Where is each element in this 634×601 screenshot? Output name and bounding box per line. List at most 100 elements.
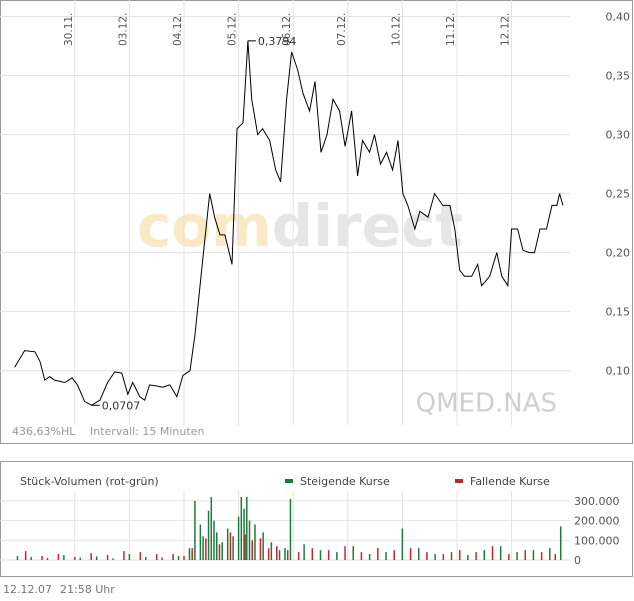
volume-bar	[262, 532, 264, 560]
volume-bar	[418, 548, 420, 560]
volume-bar	[207, 510, 210, 560]
volume-bar	[221, 542, 223, 560]
logo-part: direct	[272, 192, 463, 260]
volume-bar	[508, 554, 510, 560]
legend-swatch	[455, 479, 463, 483]
volume-bar	[549, 548, 551, 560]
volume-bar	[30, 557, 32, 560]
y-tick-label: 0,10	[606, 365, 631, 378]
footer-date: 12.12.07	[3, 583, 52, 596]
volume-bar	[276, 546, 278, 560]
volume-bar	[246, 496, 248, 560]
volume-bar	[46, 558, 49, 560]
volume-bar	[112, 558, 114, 560]
x-tick-label: 11.12.	[445, 13, 457, 46]
x-tick-label: 03.12.	[117, 13, 129, 46]
volume-bar	[90, 553, 92, 560]
volume-bar	[458, 550, 461, 560]
volume-panel	[0, 461, 633, 577]
volume-bar	[79, 557, 82, 560]
volume-bar	[524, 550, 526, 560]
y-tick-label: 0,30	[606, 129, 631, 142]
annotation-label: 0,0707	[102, 399, 141, 412]
price-panel	[0, 0, 633, 444]
x-tick-label: 30.11.	[63, 13, 75, 46]
volume-bar	[344, 546, 346, 560]
range-label: 436,63%HL	[12, 425, 76, 438]
grid-layer	[0, 0, 570, 561]
volume-bar	[377, 548, 379, 560]
interval-label: Intervall: 15 Minuten	[90, 425, 204, 438]
volume-bar	[289, 498, 292, 560]
y-tick-label: 300.000	[574, 495, 620, 508]
volume-bar	[95, 556, 98, 560]
volume-bar	[139, 552, 142, 560]
volume-bar	[74, 557, 76, 560]
y-tick-label: 0,25	[606, 188, 631, 201]
volume-bar	[532, 550, 535, 560]
volume-bar	[205, 538, 207, 560]
legend-label: Fallende Kurse	[470, 475, 550, 488]
volume-bar	[237, 516, 240, 560]
volume-bar	[172, 554, 174, 560]
volume-bar	[123, 551, 125, 560]
volume-bar	[210, 496, 213, 560]
volume-bar	[442, 554, 445, 560]
x-tick-label: 05.12.	[227, 13, 239, 46]
volume-bar	[128, 554, 131, 560]
volume-bar	[161, 557, 163, 560]
x-tick-label: 04.12.	[172, 13, 184, 46]
volume-bar	[16, 556, 19, 560]
volume-bar	[240, 496, 243, 560]
volume-bar	[540, 552, 543, 560]
legend-swatch	[285, 479, 293, 483]
volume-bar	[491, 546, 494, 560]
volume-bar	[278, 550, 281, 560]
volume-bar	[183, 556, 185, 560]
y-tick-label: 0,20	[606, 247, 631, 260]
volume-bar	[368, 554, 371, 560]
volume-bar	[248, 520, 251, 560]
symbol-watermark: QMED.NAS	[416, 389, 557, 419]
volume-bar	[216, 532, 218, 560]
volume-bar	[199, 524, 202, 560]
volume-bar	[327, 550, 330, 560]
volume-bar	[499, 546, 502, 560]
volume-bar	[202, 536, 204, 560]
volume-bar	[259, 538, 262, 560]
x-tick-label: 12.12.	[500, 13, 512, 46]
volume-bar	[360, 552, 363, 560]
volume-bar	[232, 536, 234, 560]
volume-bar	[267, 548, 270, 560]
volume-bar	[188, 548, 191, 560]
annotation-label: 0,3794	[258, 35, 297, 48]
volume-bar	[554, 554, 557, 560]
volume-bar	[516, 552, 518, 560]
y-tick-label: 0,15	[606, 306, 631, 319]
logo-part: com	[137, 192, 272, 260]
volume-bar	[559, 526, 562, 560]
volume-title: Stück-Volumen (rot-grün)	[20, 475, 159, 488]
volume-bar	[251, 540, 253, 560]
y-tick-label: 0,35	[606, 70, 631, 83]
y-tick-label: 0,40	[606, 11, 631, 24]
volume-bar	[63, 555, 65, 560]
volume-bar	[145, 557, 147, 560]
x-tick-label: 10.12.	[390, 13, 402, 46]
volume-bar	[284, 548, 286, 560]
volume-bar	[191, 548, 193, 560]
x-tick-label: 07.12.	[336, 13, 348, 46]
x-tick-label: 06.12.	[281, 13, 293, 46]
volume-bar	[244, 534, 246, 560]
y-tick-label: 200.000	[574, 515, 620, 528]
volume-bar	[385, 552, 387, 560]
volume-bar	[401, 528, 404, 560]
volume-bar	[426, 552, 428, 560]
volume-bar	[254, 524, 256, 560]
volume-bar	[336, 552, 338, 560]
volume-bar	[218, 544, 221, 560]
volume-bar	[409, 548, 412, 560]
y-tick-label: 100.000	[574, 534, 620, 547]
volume-bar	[41, 556, 43, 560]
